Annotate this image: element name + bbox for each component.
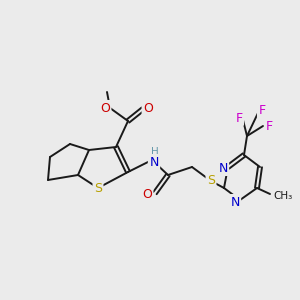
Text: O: O	[142, 188, 152, 200]
Text: CH₃: CH₃	[273, 191, 292, 201]
Text: N: N	[149, 155, 159, 169]
Text: O: O	[143, 101, 153, 115]
Text: S: S	[207, 175, 215, 188]
Text: N: N	[218, 161, 228, 175]
Text: O: O	[100, 101, 110, 115]
Text: F: F	[236, 112, 243, 124]
Text: F: F	[258, 104, 266, 118]
Text: H: H	[151, 147, 159, 157]
Text: N: N	[230, 196, 240, 208]
Text: S: S	[94, 182, 102, 194]
Text: F: F	[266, 121, 273, 134]
